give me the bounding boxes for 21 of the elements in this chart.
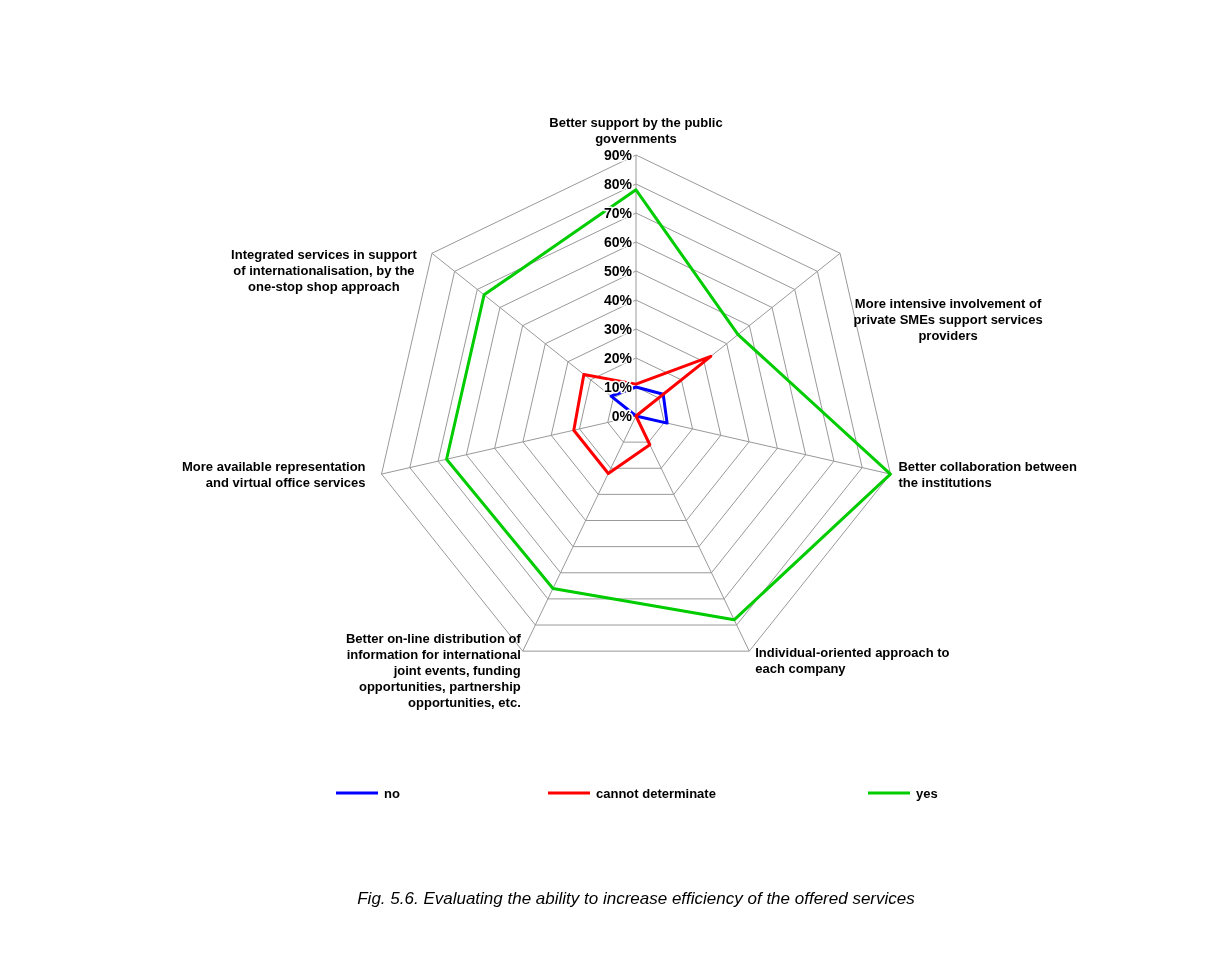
- spoke-label: Integrated services in support of internationalisation, by the one-stop shop approach: [231, 247, 418, 295]
- y-tick-label: 10%: [603, 379, 633, 395]
- y-tick-label: 40%: [603, 292, 633, 308]
- legend-label: no: [384, 786, 400, 801]
- y-tick-label: 30%: [603, 321, 633, 337]
- y-tick-label: 70%: [603, 205, 633, 221]
- y-tick-label: 90%: [603, 147, 633, 163]
- y-tick-label: 60%: [603, 234, 633, 250]
- spoke-label: More available representation and virtual office services: [182, 459, 366, 491]
- y-tick-label: 0%: [611, 408, 633, 424]
- spoke-label: Better support by the public governments: [549, 115, 723, 146]
- spoke-label: Better on-line distribution of information for international joint events, funding opportunities, partnership opportunities, etc.: [345, 631, 522, 711]
- y-tick-label: 50%: [603, 263, 633, 279]
- legend-label: cannot determinate: [596, 786, 716, 801]
- caption: Fig. 5.6. Evaluating the ability to increase efficiency of the offered services: [357, 889, 916, 908]
- legend-label: yes: [916, 786, 938, 801]
- y-tick-label: 80%: [603, 176, 633, 192]
- spoke-label: Individual-oriented approach to each company: [755, 645, 950, 677]
- spoke-label: Better collaboration between the institutions: [898, 459, 1077, 491]
- spoke-label: More intensive involvement of private SMEs support services providers: [853, 296, 1043, 344]
- y-tick-label: 20%: [603, 350, 633, 366]
